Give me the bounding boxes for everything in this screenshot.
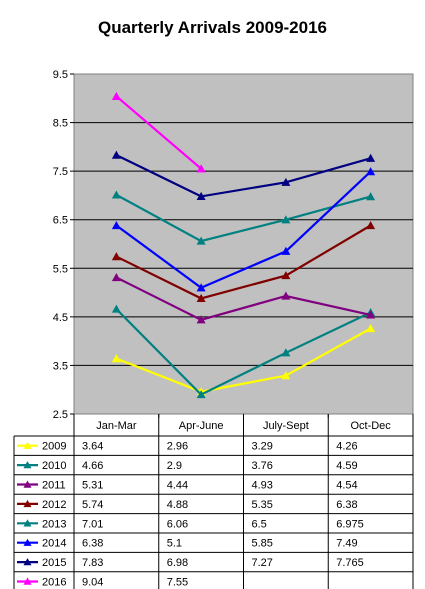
y-tick-label: 2.5 <box>53 409 68 421</box>
data-label: 4.54 <box>336 480 357 492</box>
y-tick-label: 8.5 <box>53 118 68 130</box>
legend-entry: 2016 <box>42 577 66 589</box>
data-label: 4.26 <box>336 441 357 453</box>
data-label: 6.975 <box>336 518 364 530</box>
data-label: 6.38 <box>82 538 103 550</box>
legend-entry: 2013 <box>42 518 66 530</box>
data-point <box>366 310 376 319</box>
data-label: 5.35 <box>252 499 273 511</box>
x-tick-label: July-Sept <box>263 420 309 432</box>
series-line-2011 <box>115 276 371 321</box>
data-label: 3.64 <box>82 441 103 453</box>
legend-entry: 2014 <box>42 538 66 550</box>
data-point <box>196 315 206 324</box>
data-point <box>111 190 121 199</box>
data-label: 6.98 <box>167 557 188 569</box>
data-label: 5.85 <box>252 538 273 550</box>
data-point <box>196 191 206 200</box>
data-label: 5.74 <box>82 499 103 511</box>
legend-swatch-marker <box>23 499 32 508</box>
series-line-2009 <box>115 327 372 393</box>
data-label: 4.66 <box>82 460 103 472</box>
data-point <box>196 293 206 302</box>
legend-entry: 2011 <box>42 480 66 492</box>
x-tick-label: Apr-June <box>179 420 224 432</box>
data-label: 4.59 <box>336 460 357 472</box>
data-label: 5.31 <box>82 480 103 492</box>
y-tick-label: 5.5 <box>53 263 68 275</box>
legend-swatch-marker <box>23 461 32 469</box>
series-line-2010 <box>115 308 372 396</box>
data-label: 9.04 <box>82 577 103 589</box>
data-label: 4.88 <box>167 499 188 511</box>
data-point <box>281 371 291 380</box>
series-line-2015 <box>115 154 371 198</box>
data-point <box>111 150 121 159</box>
data-label: 7.49 <box>336 538 357 550</box>
data-label: 4.93 <box>252 480 273 492</box>
data-label: 4.44 <box>167 480 188 492</box>
legend-entry: 2012 <box>42 499 66 511</box>
series-line-2016 <box>115 95 202 170</box>
data-label: 7.01 <box>82 518 103 530</box>
data-label: 7.55 <box>167 577 188 589</box>
data-point <box>281 348 291 357</box>
y-tick-label: 4.5 <box>53 312 68 324</box>
data-label: 6.5 <box>252 518 267 530</box>
data-point <box>281 177 291 186</box>
data-point <box>366 192 376 201</box>
y-tick-label: 9.5 <box>53 69 68 81</box>
data-point <box>196 283 206 292</box>
data-label: 7.27 <box>252 557 273 569</box>
data-point <box>281 271 291 280</box>
legend-swatch-marker <box>23 538 32 546</box>
legend-entry: 2010 <box>42 460 66 472</box>
data-label: 6.06 <box>167 518 188 530</box>
legend-swatch-marker <box>23 441 32 449</box>
data-point <box>111 354 121 363</box>
legend-entry: 2009 <box>42 441 66 453</box>
data-point <box>281 291 291 300</box>
data-point <box>111 252 121 261</box>
x-tick-label: Jan-Mar <box>96 420 137 432</box>
data-point <box>111 221 121 230</box>
data-point <box>366 167 376 176</box>
data-point <box>111 304 121 313</box>
series-line-2012 <box>115 224 372 300</box>
chart-title: Quarterly Arrivals 2009-2016 <box>97 18 328 37</box>
data-label: 3.76 <box>252 460 273 472</box>
data-point <box>366 324 376 333</box>
legend-entry: 2015 <box>42 557 66 569</box>
y-tick-label: 7.5 <box>53 166 68 178</box>
data-label: 7.83 <box>82 557 103 569</box>
data-label: 5.1 <box>167 538 182 550</box>
series-line-2014 <box>115 170 372 289</box>
data-point <box>111 273 121 282</box>
data-point <box>196 236 206 245</box>
data-point <box>196 164 206 173</box>
data-label: 7.765 <box>336 557 364 569</box>
data-point <box>281 215 291 224</box>
data-point <box>366 153 376 162</box>
legend-swatch-marker <box>23 558 32 566</box>
x-tick-label: Oct-Dec <box>350 420 391 432</box>
y-tick-label: 6.5 <box>53 215 68 227</box>
data-label: 6.38 <box>336 499 357 511</box>
y-tick-label: 3.5 <box>53 360 68 372</box>
series-line-2013 <box>115 193 371 243</box>
legend-swatch-marker <box>23 519 32 527</box>
data-point <box>111 91 121 100</box>
data-label: 2.96 <box>167 441 188 453</box>
plot-area <box>73 73 414 415</box>
data-point <box>196 390 206 399</box>
legend-swatch-marker <box>23 480 32 488</box>
data-point <box>281 246 291 255</box>
data-point <box>366 221 376 230</box>
data-label: 2.9 <box>167 460 182 472</box>
legend-swatch-marker <box>23 577 32 585</box>
data-label: 3.29 <box>252 441 273 453</box>
